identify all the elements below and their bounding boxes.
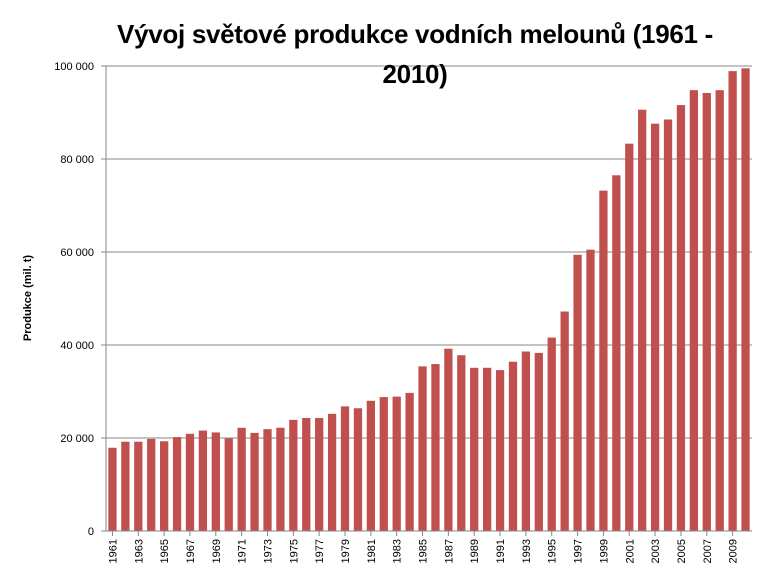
bar-1981 [366, 400, 375, 531]
y-tick-label: 0 [88, 526, 94, 538]
bar-1989 [470, 367, 479, 531]
bar-1967 [185, 433, 195, 531]
x-tick-label: 1985 [418, 539, 430, 563]
bar-1988 [457, 355, 466, 531]
bar-1973 [263, 429, 272, 531]
x-tick-label: 1977 [314, 539, 326, 563]
bar-1978 [327, 413, 337, 531]
bar-1975 [289, 419, 298, 531]
y-tick-labels: 0 20 000 40 000 60 000 80 000 100 000 [54, 61, 94, 538]
bar-1966 [172, 437, 182, 531]
bar-1986 [431, 364, 440, 531]
x-tick-label: 1997 [573, 539, 585, 563]
bar-1987 [444, 348, 453, 531]
bar-1965 [160, 441, 169, 531]
bar-1972 [250, 432, 259, 531]
bar-2000 [612, 175, 621, 531]
y-tick-label: 60 000 [60, 247, 94, 259]
bar-2008 [715, 90, 724, 532]
bar-2009 [728, 71, 737, 532]
x-tick-label: 1989 [469, 539, 481, 563]
x-tick-label: 1995 [547, 539, 559, 563]
x-tick-label: 1981 [366, 539, 378, 563]
y-tick-label: 80 000 [60, 154, 94, 166]
bar-1984 [405, 392, 414, 531]
bar-2003 [650, 123, 660, 531]
bars [108, 68, 750, 532]
x-tick-label: 1965 [159, 539, 171, 563]
x-tick-label: 1971 [237, 539, 249, 563]
bar-1968 [198, 430, 208, 531]
chart-title: Vývoj světové produkce vodních melounů (… [117, 19, 713, 89]
x-tick-label: 1963 [133, 539, 145, 563]
bar-2010 [741, 68, 750, 531]
bar-2006 [689, 90, 698, 532]
x-tick-label: 1983 [392, 539, 404, 563]
x-tick-label: 2009 [728, 539, 740, 563]
bar-1977 [315, 418, 324, 531]
bar-2004 [663, 119, 673, 531]
x-tick-label: 1973 [263, 539, 275, 563]
bar-1969 [211, 432, 220, 531]
bar-1991 [495, 370, 505, 531]
y-tick-label: 40 000 [60, 340, 94, 352]
bar-1971 [237, 427, 246, 531]
x-tick-label: 2005 [676, 539, 688, 563]
y-tick-label: 20 000 [60, 433, 94, 445]
x-tick-label: 2007 [702, 539, 714, 563]
x-tick-label: 1991 [495, 539, 507, 563]
y-tick-label: 100 000 [54, 61, 94, 73]
bar-2001 [625, 143, 634, 531]
bar-1999 [599, 190, 608, 531]
bar-1992 [508, 361, 518, 531]
bar-1996 [560, 311, 569, 531]
x-tick-label: 1979 [340, 539, 352, 563]
bar-1995 [547, 337, 556, 531]
bar-1998 [586, 249, 595, 532]
x-tick-label: 2003 [650, 539, 662, 563]
x-tick-label: 1967 [185, 539, 197, 563]
bar-1980 [353, 408, 363, 531]
x-tick-label: 1969 [211, 539, 223, 563]
y-axis-label: Produkce (mil. t) [22, 255, 34, 342]
bar-1997 [573, 254, 582, 532]
x-tick-label: 1999 [598, 539, 610, 563]
x-tick-label: 1975 [288, 539, 300, 563]
bar-1961 [108, 447, 117, 531]
bar-2002 [638, 109, 647, 532]
bar-1983 [392, 396, 401, 531]
x-tick-label: 2001 [624, 539, 636, 563]
bar-1976 [302, 418, 311, 531]
x-tick-labels: 1961 1963 1965 1967 1969 1971 1973 1975 1977 1979… [107, 539, 739, 563]
x-tick-label: 1961 [107, 539, 119, 563]
bar-1970 [224, 438, 233, 531]
bar-1982 [379, 397, 388, 531]
bar-1974 [276, 427, 285, 531]
bar-1994 [534, 352, 543, 531]
x-tick-label: 1987 [443, 539, 455, 563]
bar-1962 [121, 441, 130, 531]
bar-1985 [418, 366, 427, 531]
bar-1979 [340, 406, 350, 531]
bar-1964 [147, 438, 156, 531]
x-tick-label: 1993 [521, 539, 533, 563]
bar-2005 [676, 105, 686, 531]
bar-2007 [702, 92, 711, 531]
bar-1963 [134, 441, 143, 531]
bar-1993 [521, 351, 531, 531]
bar-1990 [483, 367, 492, 531]
axes [105, 66, 752, 536]
